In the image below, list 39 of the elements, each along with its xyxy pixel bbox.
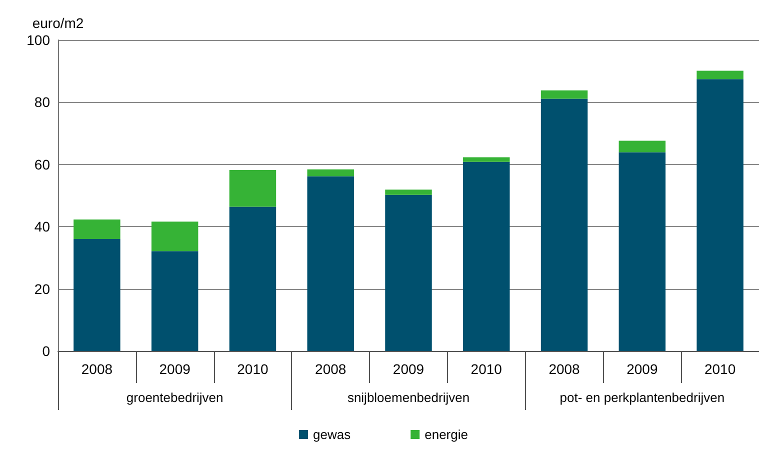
y-axis-title: euro/m2 xyxy=(32,15,84,31)
bar xyxy=(385,190,432,195)
y-tick-label: 40 xyxy=(34,218,50,235)
y-tick-label: 20 xyxy=(34,280,50,297)
y-tick-label: 80 xyxy=(34,94,50,110)
bar xyxy=(696,70,744,80)
x-tick-label: 2008 xyxy=(81,361,113,377)
bar xyxy=(463,162,510,351)
x-tick-label: 2010 xyxy=(470,361,502,377)
x-tick-label: 2009 xyxy=(392,361,424,377)
x-tick-label: 2009 xyxy=(626,361,658,377)
bar xyxy=(618,152,666,351)
y-tick-label: 0 xyxy=(42,343,50,359)
bar xyxy=(151,222,198,252)
bar xyxy=(229,170,276,207)
bar xyxy=(74,239,120,351)
text: snijbloemenbedrijven xyxy=(347,390,470,405)
bar xyxy=(618,140,666,152)
bar xyxy=(696,79,744,351)
x-tick-label: 2008 xyxy=(315,361,346,377)
bar xyxy=(463,157,510,162)
y-tick-label: 60 xyxy=(34,156,50,172)
x-tick-label: 2008 xyxy=(548,361,580,377)
bar xyxy=(229,206,276,351)
bar xyxy=(307,169,354,176)
legend-label: energie xyxy=(424,427,468,442)
bar xyxy=(385,194,432,351)
bar xyxy=(540,98,588,351)
text: pot- en perkplantenbedrijven xyxy=(560,390,725,405)
bar xyxy=(74,219,120,240)
x-tick-label: 2010 xyxy=(704,361,736,377)
y-tick-label: 100 xyxy=(26,32,50,48)
bar xyxy=(151,251,198,351)
x-tick-label: 2009 xyxy=(159,361,191,377)
legend-label: gewas xyxy=(313,427,352,442)
bar xyxy=(540,90,588,99)
bar xyxy=(307,176,354,351)
text: groentebedrijven xyxy=(126,390,224,405)
x-tick-label: 2010 xyxy=(237,361,268,377)
